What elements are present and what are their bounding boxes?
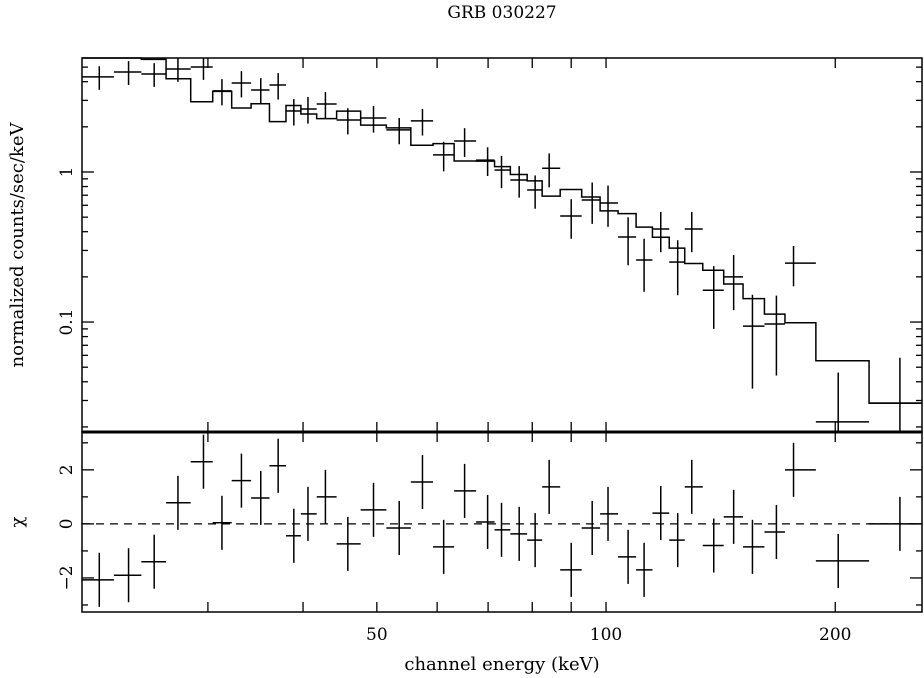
data-point: [82, 66, 114, 90]
data-point: [336, 108, 361, 135]
chi-tick-label: −2: [57, 565, 77, 590]
data-point: [494, 155, 511, 189]
data-point: [212, 79, 232, 106]
data-point: [527, 175, 543, 209]
x-tick-label: 50: [366, 625, 388, 645]
data-point: [600, 185, 619, 227]
data-point: [869, 357, 922, 432]
residual-point: [494, 502, 511, 557]
data-point: [636, 238, 653, 292]
data-series: [82, 58, 922, 432]
data-point: [784, 246, 816, 287]
y-axis-label: normalized counts/sec/keV: [7, 122, 28, 368]
residual-point: [316, 469, 337, 524]
spectrum-frame: [81, 57, 923, 433]
data-point: [360, 106, 387, 133]
data-point: [702, 266, 724, 329]
data-point: [510, 166, 528, 198]
data-point: [410, 108, 434, 136]
data-point: [815, 372, 870, 432]
chi-tick-labels: 2 0 −2: [57, 464, 77, 590]
residual-point: [476, 494, 495, 550]
residual-point: [510, 506, 528, 561]
residual-point: [433, 519, 455, 574]
x-tick-label: 100: [590, 625, 622, 645]
chart-title: GRB 030227: [447, 3, 556, 23]
data-point: [251, 78, 270, 105]
residual-point: [212, 495, 232, 550]
data-point: [300, 97, 317, 124]
residual-point: [166, 475, 191, 530]
residual-point: [764, 504, 785, 560]
y-tick-label: 1: [57, 167, 77, 178]
data-point: [652, 211, 670, 253]
data-point: [166, 58, 191, 82]
data-point: [231, 71, 252, 98]
residual-point: [269, 438, 286, 493]
x-tick-labels: 50 100 200: [366, 625, 851, 645]
residual-point: [581, 500, 601, 555]
residual-point: [300, 486, 317, 541]
data-point: [684, 211, 703, 253]
residual-point: [141, 534, 167, 589]
y-tick-labels: 10.1: [57, 167, 77, 336]
data-point: [581, 182, 601, 224]
data-point: [113, 61, 142, 85]
data-point: [476, 147, 495, 177]
residual-point: [82, 552, 114, 607]
residual-point: [815, 533, 870, 588]
residual-point: [285, 508, 301, 563]
residual-point: [542, 459, 561, 514]
residual-point: [684, 459, 703, 514]
residual-series: [82, 434, 922, 607]
axes: [81, 57, 923, 613]
residual-point: [386, 500, 411, 555]
residual-point: [652, 486, 670, 541]
chi-tick-label: 2: [57, 464, 77, 475]
residual-point: [360, 482, 387, 537]
data-point: [316, 92, 337, 119]
residual-point: [336, 516, 361, 571]
residual-point: [231, 453, 252, 508]
residual-point: [113, 548, 142, 603]
model-series: [82, 57, 922, 404]
data-point: [433, 141, 455, 172]
x-axis-label: channel energy (keV): [404, 654, 599, 675]
data-point: [764, 295, 785, 376]
data-point: [560, 199, 582, 239]
residual-point: [784, 442, 816, 497]
residual-point: [251, 470, 270, 525]
data-point: [669, 240, 685, 296]
data-point: [743, 294, 765, 389]
residual-point: [669, 513, 685, 568]
x-tick-label: 200: [819, 625, 851, 645]
residual-point: [743, 519, 765, 574]
chi-tick-label: 0: [57, 518, 77, 529]
chi-axis-label: χ: [7, 516, 28, 527]
data-point: [190, 58, 213, 80]
data-point: [454, 128, 477, 157]
residual-point: [560, 542, 582, 597]
residual-point: [410, 454, 434, 510]
residual-point: [527, 513, 543, 568]
residual-point: [723, 489, 744, 544]
residual-point: [636, 542, 653, 597]
residual-point: [454, 463, 477, 518]
residual-point: [190, 434, 213, 489]
data-point: [542, 153, 561, 188]
data-point: [269, 73, 286, 100]
residual-point: [600, 486, 619, 541]
y-tick-label: 0.1: [57, 309, 77, 336]
residual-point: [618, 529, 637, 584]
data-point: [618, 217, 637, 266]
model-step-line: [82, 57, 922, 404]
data-point: [285, 99, 301, 126]
data-point: [141, 63, 167, 87]
data-point: [723, 254, 744, 311]
residual-point: [702, 518, 724, 573]
data-point: [386, 117, 411, 145]
